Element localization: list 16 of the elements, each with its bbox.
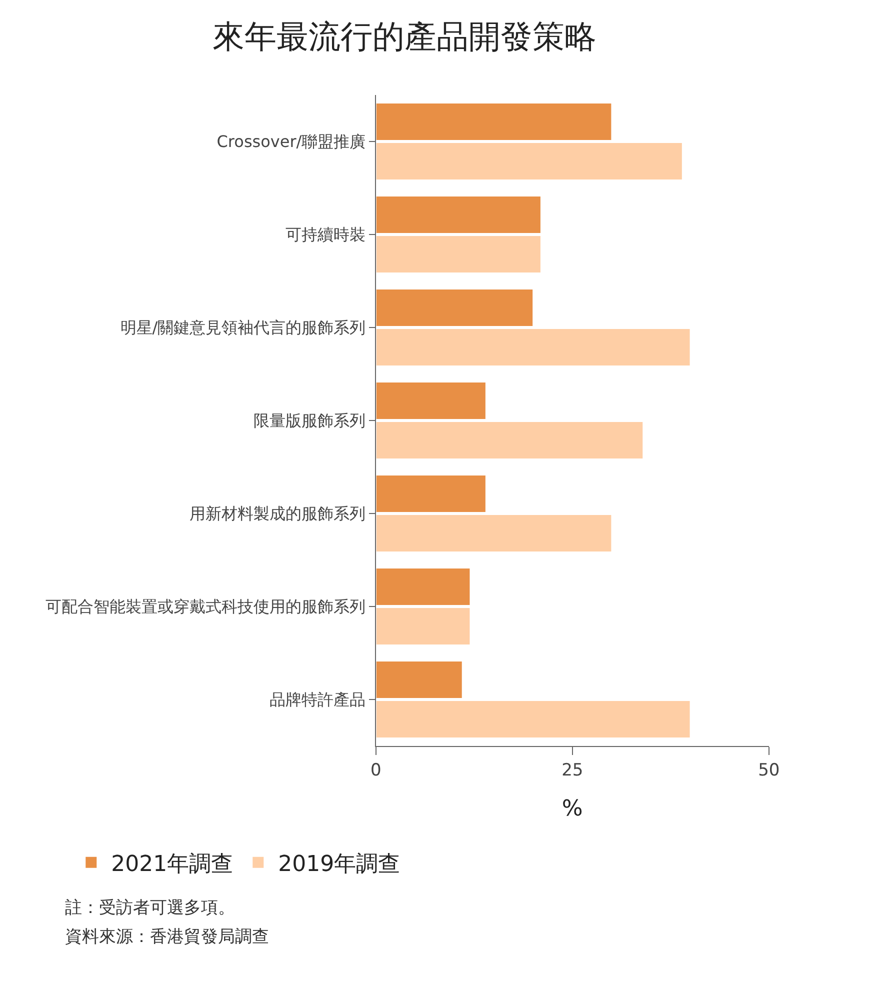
y-tick-label: 可配合智能裝置或穿戴式科技使用的服飾系列 xyxy=(46,597,366,616)
x-axis-title: % xyxy=(562,796,583,822)
x-tick-label: 0 xyxy=(370,760,382,780)
y-tick-label: 品牌特許產品 xyxy=(270,690,366,710)
y-tick-label: Crossover/聯盟推廣 xyxy=(216,132,366,152)
chart-title: 來年最流行的產品開發策略 xyxy=(212,17,597,56)
text: 註：受訪者可選多項。 xyxy=(65,898,235,918)
legend-label: 2021年調查 xyxy=(111,852,234,877)
y-tick-label: 限量版服飾系列 xyxy=(254,411,366,430)
source-note: 資料來源：香港貿發局調查 xyxy=(65,927,269,947)
y-tick-label: 明星/關鍵意見領袖代言的服飾系列 xyxy=(120,318,366,338)
x-tick-label: 25 xyxy=(562,760,584,780)
y-tick-label: 用新材料製成的服飾系列 xyxy=(190,504,366,524)
legend-label: 2019年調查 xyxy=(278,852,400,877)
y-tick-label: 可持續時裝 xyxy=(286,225,366,244)
x-tick-label: 50 xyxy=(758,760,780,780)
